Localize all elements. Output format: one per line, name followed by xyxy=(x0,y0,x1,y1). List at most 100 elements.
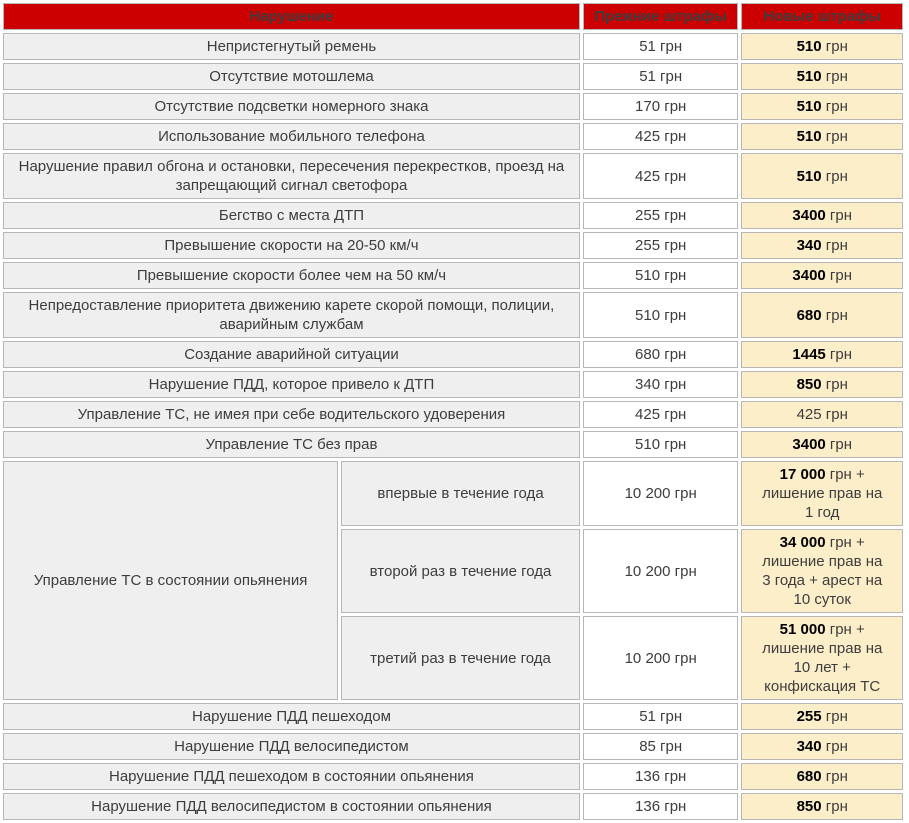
violation-cell: Нарушение ПДД пешеходом в состоянии опья… xyxy=(3,763,580,790)
old-fine-cell: 85 грн xyxy=(582,733,739,760)
table-subrow: второй раз в течение года 10 200 грн 34 00… xyxy=(3,529,903,613)
header-violation: Нарушение xyxy=(3,3,580,30)
violation-cell: Превышение скорости более чем на 50 км/ч xyxy=(3,262,580,289)
new-fine-cell: 850 грн xyxy=(741,793,903,820)
violation-cell: Превышение скорости на 20-50 км/ч xyxy=(3,232,580,259)
new-fine-cell: 255 грн xyxy=(741,703,903,730)
violation-cell: Управление ТС, не имея при себе водитель… xyxy=(3,401,580,428)
violation-cell: Управление ТС без прав xyxy=(3,431,580,458)
violation-cell: Отсутствие подсветки номерного знака xyxy=(3,93,580,120)
old-fine-cell: 10 200 грн xyxy=(582,461,739,526)
violation-group-cell: Управление ТС в состоянии опьянения xyxy=(3,461,339,700)
violation-cell: Нарушение ПДД велосипедистом в состоянии… xyxy=(3,793,580,820)
old-fine-cell: 425 грн xyxy=(582,123,739,150)
violation-cell: Нарушение ПДД пешеходом xyxy=(3,703,580,730)
new-fine-cell: 340 грн xyxy=(741,232,903,259)
old-fine-cell: 170 грн xyxy=(582,93,739,120)
violation-cell: Использование мобильного телефона xyxy=(3,123,580,150)
violation-cell: Непристегнутый ремень xyxy=(3,33,580,60)
violation-condition-cell: третий раз в течение года xyxy=(341,616,580,700)
new-fine-amount: 51 000 xyxy=(779,621,826,638)
violation-cell: Отсутствие мотошлема xyxy=(3,63,580,90)
old-fine-cell: 51 грн xyxy=(582,63,739,90)
table-row: Непредоставление приоритета движению кар… xyxy=(3,292,903,338)
violation-cell: Нарушение ПДД велосипедистом xyxy=(3,733,580,760)
table-row: Использование мобильного телефона 425 грн… xyxy=(3,123,903,150)
new-fine-cell: 3400 грн xyxy=(741,431,903,458)
new-fine-amount: 510 xyxy=(796,38,822,55)
table-row: Непристегнутый ремень 51 грн 510 грн xyxy=(3,33,903,60)
fines-table-body: Непристегнутый ремень 51 грн 510 грн Отсутс… xyxy=(3,33,903,820)
new-fine-amount: 850 xyxy=(796,798,822,815)
table-subrow: Управление ТС в состоянии опьянения вперв… xyxy=(3,461,903,700)
old-fine-cell: 10 200 грн xyxy=(582,529,739,613)
new-fine-amount: 510 xyxy=(796,68,822,85)
violation-cell: Бегство с места ДТП xyxy=(3,202,580,229)
new-fine-amount: 340 xyxy=(796,237,822,254)
old-fine-cell: 510 грн xyxy=(582,431,739,458)
new-fine-amount: 3400 xyxy=(792,436,826,453)
new-fine-cell: 510 грн xyxy=(741,93,903,120)
table-row: Нарушение ПДД велосипедистом в состоянии… xyxy=(3,793,903,820)
table-row: Нарушение правил обгона и остановки, пер… xyxy=(3,153,903,199)
new-fine-amount: 255 xyxy=(796,708,822,725)
old-fine-cell: 10 200 грн xyxy=(582,616,739,700)
header-row: Нарушение Прежние штрафы Новые штрафы xyxy=(3,3,903,30)
violation-condition-cell: второй раз в течение года xyxy=(341,529,580,613)
new-fine-cell: 340 грн xyxy=(741,733,903,760)
new-fine-cell: 510 грн xyxy=(741,63,903,90)
old-fine-cell: 425 грн xyxy=(582,153,739,199)
new-fine-amount: 340 xyxy=(796,738,822,755)
new-fine-amount: 510 xyxy=(796,167,822,185)
table-row: Отсутствие подсветки номерного знака 170 … xyxy=(3,93,903,120)
table-row: Управление ТС без прав 510 грн 3400 грн xyxy=(3,431,903,458)
violation-condition-cell: впервые в течение года xyxy=(341,461,580,526)
new-fine-amount: 510 xyxy=(796,98,822,115)
new-fine-cell: 510 грн xyxy=(741,153,903,199)
old-fine-cell: 680 грн xyxy=(582,341,739,368)
new-fine-cell: 850 грн xyxy=(741,371,903,398)
old-fine-cell: 510 грн xyxy=(582,292,739,338)
table-subrow: третий раз в течение года 10 200 грн 51 00… xyxy=(3,616,903,700)
old-fine-cell: 51 грн xyxy=(582,703,739,730)
table-row: Превышение скорости более чем на 50 км/ч… xyxy=(3,262,903,289)
table-row: Нарушение ПДД пешеходом в состоянии опья… xyxy=(3,763,903,790)
new-fine-amount: 17 000 xyxy=(779,466,826,483)
table-row: Бегство с места ДТП 255 грн 3400 грн xyxy=(3,202,903,229)
new-fine-amount: 680 xyxy=(796,306,822,324)
new-fine-amount: 3400 xyxy=(792,267,826,284)
new-fine-amount: 3400 xyxy=(792,207,826,224)
table-row: Управление ТС, не имея при себе водитель… xyxy=(3,401,903,428)
new-fine-cell: 3400 грн xyxy=(741,262,903,289)
old-fine-cell: 425 грн xyxy=(582,401,739,428)
table-row: Отсутствие мотошлема 51 грн 510 грн xyxy=(3,63,903,90)
new-fine-amount: 34 000 xyxy=(779,534,826,551)
violation-cell: Создание аварийной ситуации xyxy=(3,341,580,368)
new-fine-cell: 3400 грн xyxy=(741,202,903,229)
new-fine-cell: 1445 грн xyxy=(741,341,903,368)
table-row: Нарушение ПДД велосипедистом 85 грн 340 гр… xyxy=(3,733,903,760)
new-fine-cell: 510 грн xyxy=(741,123,903,150)
new-fine-amount: 850 xyxy=(796,376,822,393)
violation-cell: Нарушение правил обгона и остановки, пер… xyxy=(3,153,580,199)
new-fine-cell: 680 грн xyxy=(741,292,903,338)
old-fine-cell: 510 грн xyxy=(582,262,739,289)
new-fine-amount: 680 xyxy=(796,768,822,785)
new-fine-cell: 510 грн xyxy=(741,33,903,60)
old-fine-cell: 136 грн xyxy=(582,763,739,790)
new-fine-cell: 51 000 грн + лишение прав на 10 лет + ко… xyxy=(741,616,903,700)
new-fine-cell: 680 грн xyxy=(741,763,903,790)
table-row: Создание аварийной ситуации 680 грн 1445 г… xyxy=(3,341,903,368)
old-fine-cell: 340 грн xyxy=(582,371,739,398)
old-fine-cell: 136 грн xyxy=(582,793,739,820)
table-row: Нарушение ПДД пешеходом 51 грн 255 грн xyxy=(3,703,903,730)
old-fine-cell: 255 грн xyxy=(582,202,739,229)
new-fine-amount: 510 xyxy=(796,128,822,145)
old-fine-cell: 255 грн xyxy=(582,232,739,259)
new-fine-cell: 17 000 грн + лишение прав на 1 год xyxy=(741,461,903,526)
violation-cell: Непредоставление приоритета движению кар… xyxy=(3,292,580,338)
table-row: Нарушение ПДД, которое привело к ДТП 340 … xyxy=(3,371,903,398)
old-fine-cell: 51 грн xyxy=(582,33,739,60)
table-row: Превышение скорости на 20-50 км/ч 255 грн… xyxy=(3,232,903,259)
